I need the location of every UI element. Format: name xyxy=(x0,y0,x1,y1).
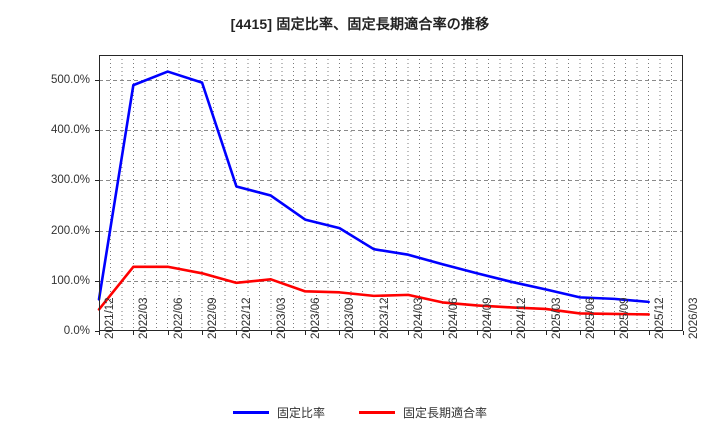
x-axis-tick-label: 2024/06 xyxy=(447,297,460,339)
x-axis-tick-label: 2022/06 xyxy=(172,297,185,339)
series-line-1 xyxy=(97,70,650,304)
x-axis-tick-label: 2024/09 xyxy=(481,297,494,339)
x-axis-tick-label: 2023/09 xyxy=(344,297,357,339)
x-axis-tick-label: 2021/12 xyxy=(104,297,116,339)
y-axis-tick-label: 100.0% xyxy=(50,274,90,287)
x-axis-tick-label: 2023/12 xyxy=(378,297,391,339)
x-axis-tick-label: 2024/03 xyxy=(413,297,426,339)
x-tick-marks xyxy=(99,331,684,335)
x-axis-tick-label: 2025/03 xyxy=(550,297,563,339)
chart-legend: 固定比率 固定長期適合率 xyxy=(0,404,720,421)
x-axis-tick-label: 2024/12 xyxy=(516,297,529,339)
y-tick-marks xyxy=(95,80,99,332)
x-axis-tick-label: 2022/09 xyxy=(207,297,220,339)
legend-label: 固定比率 xyxy=(276,406,325,420)
x-axis-tick-label: 2022/12 xyxy=(241,297,254,339)
x-axis-tick-label: 2025/09 xyxy=(619,297,632,339)
legend-color-swatch xyxy=(232,411,269,414)
chart-title: [4415] 固定比率、固定長期適合率の推移 xyxy=(230,16,490,32)
y-axis-tick-label: 300.0% xyxy=(50,174,90,187)
y-axis-tick-label: 500.0% xyxy=(50,74,90,87)
legend-label: 固定長期適合率 xyxy=(403,406,488,420)
series-line-2 xyxy=(97,265,650,316)
x-axis-tick-label: 2026/03 xyxy=(688,297,700,339)
x-axis-tick-label: 2025/06 xyxy=(584,297,597,339)
legend-item[interactable]: 固定長期適合率 xyxy=(359,404,487,421)
x-axis-tick-label: 2023/06 xyxy=(310,297,323,339)
y-axis-tick-label: 200.0% xyxy=(50,224,90,237)
y-axis-tick-label: 400.0% xyxy=(50,124,90,137)
x-axis-tick-label: 2022/03 xyxy=(138,297,151,339)
legend-color-swatch xyxy=(359,411,395,414)
x-axis-tick-label: 2023/03 xyxy=(275,297,288,339)
plot-background xyxy=(99,55,683,331)
y-axis-tick-label: 0.0% xyxy=(63,325,90,337)
plot-border xyxy=(99,55,683,331)
x-axis-tick-label: 2025/12 xyxy=(653,297,666,339)
legend-item[interactable]: 固定比率 xyxy=(232,404,325,421)
horizontal-gridlines xyxy=(99,80,683,282)
